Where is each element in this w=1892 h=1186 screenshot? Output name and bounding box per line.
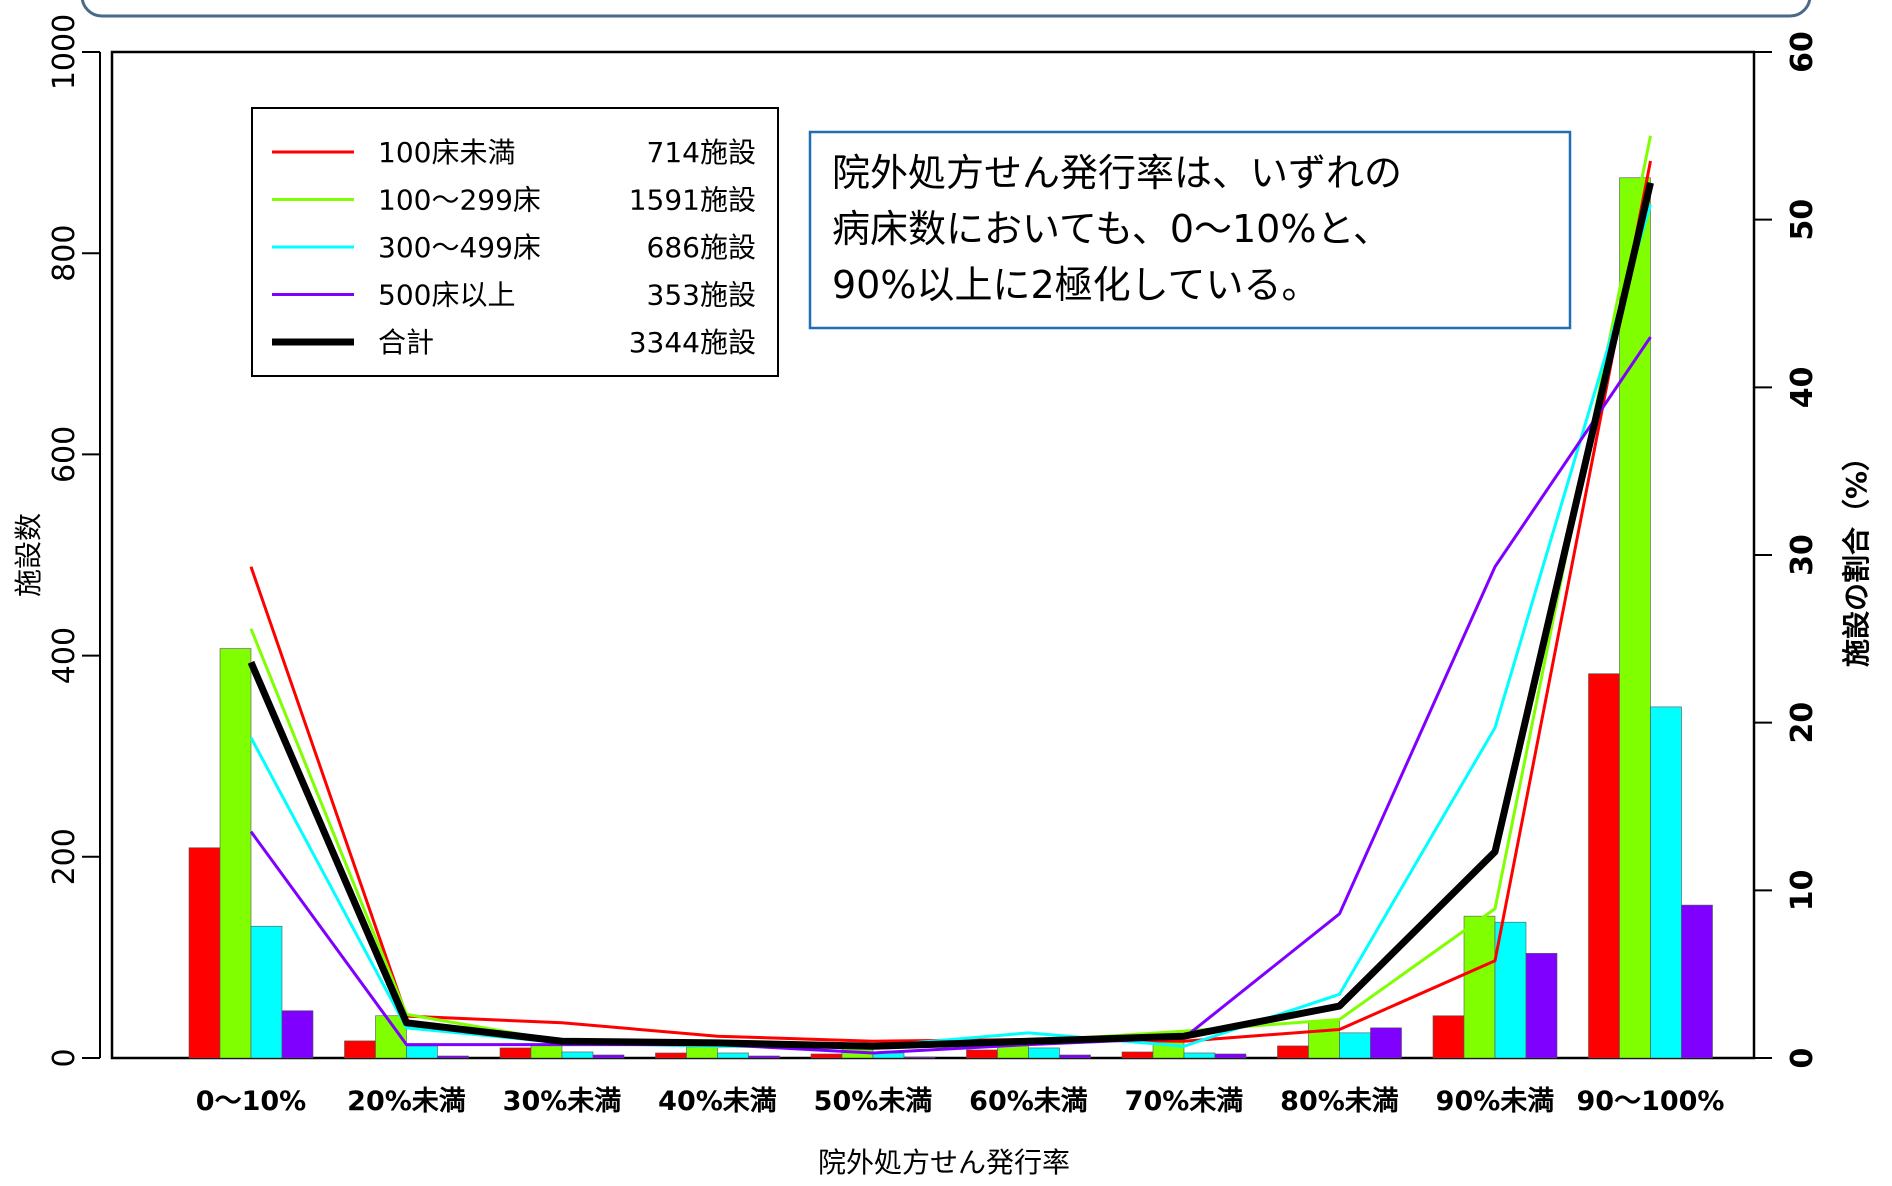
bar bbox=[499, 1047, 532, 1059]
annotation-line-3: 90%以上に2極化している。 bbox=[832, 263, 1320, 307]
bar bbox=[188, 847, 221, 1059]
x-tick-label: 0～10% bbox=[196, 1086, 306, 1117]
bar bbox=[592, 1054, 625, 1059]
y2-tick-label: 10 bbox=[1785, 869, 1820, 911]
annotation-box bbox=[808, 130, 1572, 330]
x-tick-label: 40%未満 bbox=[658, 1086, 777, 1117]
legend-label: 合計 bbox=[378, 326, 434, 359]
bar bbox=[1028, 1047, 1060, 1059]
legend-count: 714施設 bbox=[647, 136, 756, 169]
bar bbox=[406, 1045, 438, 1059]
percent-lines bbox=[247, 135, 1654, 1055]
bar bbox=[437, 1055, 469, 1059]
y2-axis-title: 施設の割合（%） bbox=[1840, 443, 1873, 667]
bar bbox=[1370, 1027, 1402, 1059]
x-tick-label: 20%未満 bbox=[347, 1086, 466, 1117]
bar bbox=[1277, 1045, 1309, 1059]
y2-tick-label: 30 bbox=[1785, 534, 1820, 576]
bar bbox=[717, 1052, 749, 1059]
legend-count: 3344施設 bbox=[629, 326, 756, 359]
series-line bbox=[247, 181, 1654, 1050]
bar bbox=[1059, 1054, 1091, 1059]
bar bbox=[903, 1056, 936, 1059]
bar bbox=[1650, 706, 1682, 1059]
bar bbox=[966, 1049, 998, 1059]
bar bbox=[1525, 953, 1558, 1059]
y2-tick-label: 50 bbox=[1785, 199, 1820, 241]
legend-count: 353施設 bbox=[647, 279, 756, 312]
annotation: 院外処方せん発行率は、いずれの 病床数においても、0～10%と、 90%以上に2… bbox=[808, 130, 1572, 330]
x-tick-label: 90～100% bbox=[1577, 1086, 1725, 1117]
x-tick-label: 70%未満 bbox=[1125, 1086, 1244, 1117]
bar bbox=[1308, 1020, 1340, 1059]
bar bbox=[1183, 1052, 1216, 1059]
legend-label: 300～499床 bbox=[378, 231, 541, 264]
bar bbox=[1494, 921, 1527, 1059]
bar bbox=[1681, 904, 1713, 1059]
bar bbox=[748, 1055, 780, 1059]
bar bbox=[344, 1040, 376, 1059]
bar bbox=[686, 1046, 718, 1059]
y-tick-label: 1000 bbox=[47, 14, 82, 90]
bar bbox=[1619, 177, 1651, 1059]
series-line bbox=[249, 336, 1652, 1055]
legend: 100床未満 714施設 100～299床 1591施設 300～499床 686施設 50… bbox=[251, 107, 779, 377]
y2-tick-label: 60 bbox=[1785, 31, 1820, 73]
y-tick-label: 800 bbox=[47, 225, 82, 282]
x-tick-label: 60%未満 bbox=[969, 1086, 1088, 1117]
y-axis-right: 0 10 20 30 40 50 60 bbox=[1753, 31, 1820, 1069]
legend-count: 686施設 bbox=[647, 231, 756, 264]
bar bbox=[1214, 1053, 1247, 1059]
top-box-fragment bbox=[80, 0, 1812, 18]
y-axis-left: 0 200 400 600 800 1000 bbox=[47, 14, 101, 1068]
bars bbox=[188, 177, 1713, 1059]
legend-label: 100床未満 bbox=[378, 136, 515, 169]
y-tick-label: 200 bbox=[47, 828, 82, 885]
y2-tick-label: 40 bbox=[1785, 366, 1820, 408]
x-axis-title: 院外処方せん発行率 bbox=[818, 1146, 1070, 1179]
bar bbox=[1339, 1032, 1371, 1059]
y-axis-title: 施設数 bbox=[12, 513, 45, 597]
x-tick-label: 80%未満 bbox=[1280, 1086, 1399, 1117]
bar bbox=[281, 1010, 314, 1059]
legend-count: 1591施設 bbox=[629, 184, 756, 217]
y-tick-label: 600 bbox=[47, 426, 82, 483]
bar bbox=[561, 1051, 594, 1059]
y-tick-label: 400 bbox=[47, 627, 82, 684]
bar bbox=[1432, 1015, 1465, 1059]
legend-label: 100～299床 bbox=[378, 184, 541, 217]
bar bbox=[250, 925, 283, 1059]
legend-label: 500床以上 bbox=[378, 279, 515, 312]
bar bbox=[655, 1052, 687, 1059]
annotation-line-2: 病床数においても、0～10%と、 bbox=[832, 207, 1391, 251]
x-tick-label: 50%未満 bbox=[814, 1086, 933, 1117]
category-labels: 0～10% 20%未満 30%未満 40%未満 50%未満 60%未満 70%未満 80%未満… bbox=[196, 1086, 1725, 1117]
bar bbox=[1588, 673, 1620, 1059]
bar bbox=[1463, 915, 1496, 1059]
bar bbox=[219, 648, 252, 1059]
bar bbox=[1121, 1051, 1154, 1059]
legend-rows: 100床未満 714施設 100～299床 1591施設 300～499床 686施設 50… bbox=[272, 136, 756, 359]
y2-tick-label: 0 bbox=[1785, 1048, 1820, 1069]
x-tick-label: 90%未満 bbox=[1436, 1086, 1555, 1117]
y2-tick-label: 20 bbox=[1785, 702, 1820, 744]
y-tick-label: 0 bbox=[47, 1048, 82, 1067]
bar bbox=[810, 1053, 843, 1059]
x-tick-label: 30%未満 bbox=[503, 1086, 622, 1117]
annotation-line-1: 院外処方せん発行率は、いずれの bbox=[832, 151, 1402, 195]
